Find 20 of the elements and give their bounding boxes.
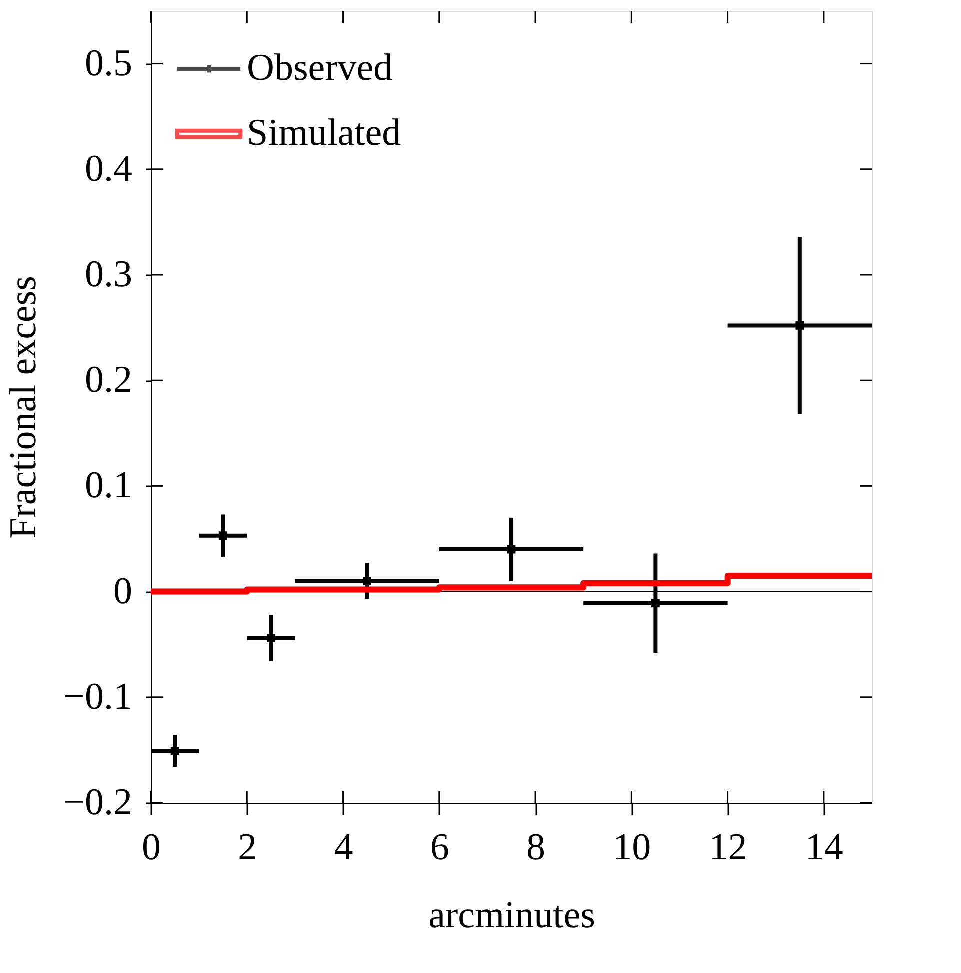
y-tick-label: 0.2: [85, 359, 132, 402]
y-axis-title: Fractional excess: [2, 276, 45, 539]
x-tick-label: 0: [142, 826, 161, 868]
y-tick-label: 0: [114, 570, 132, 612]
x-tick-label: 8: [526, 826, 546, 868]
y-tick-label: 0.1: [85, 464, 132, 507]
x-axis-title: arcminutes: [428, 894, 596, 936]
legend-label: Observed: [247, 47, 393, 89]
x-tick-label: 10: [613, 826, 652, 868]
x-tick-label: 6: [430, 826, 450, 868]
x-tick-label: 12: [709, 826, 748, 868]
y-tick-label: 0.5: [85, 42, 132, 84]
x-tick-label: 4: [334, 826, 354, 868]
y-tick-label: 0.4: [85, 148, 132, 190]
x-tick-label: 14: [805, 826, 844, 868]
y-tick-label: −0.2: [64, 782, 132, 824]
x-tick-label: 2: [238, 826, 258, 868]
y-tick-label: 0.3: [85, 254, 132, 296]
legend-label: Simulated: [247, 112, 402, 154]
y-tick-label: −0.1: [64, 676, 132, 718]
